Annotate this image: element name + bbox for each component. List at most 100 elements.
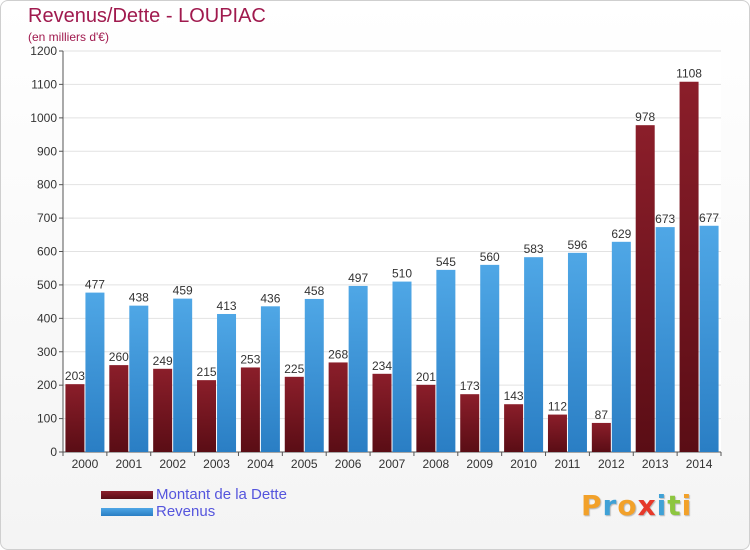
y-tick-label: 600 — [37, 245, 57, 259]
legend-swatch-revenus — [101, 508, 153, 516]
x-tick-label: 2001 — [115, 457, 142, 471]
chart-title: Revenus/Dette - LOUPIAC — [28, 5, 266, 27]
y-tick-label: 700 — [37, 211, 57, 225]
legend-label-revenus: Revenus — [156, 503, 216, 520]
data-label-revenus: 673 — [655, 212, 675, 226]
logo-letter: i — [656, 489, 668, 522]
data-label-dette: 978 — [635, 110, 655, 124]
data-label-dette: 225 — [284, 362, 304, 376]
bar-revenus — [173, 298, 193, 452]
bar-dette — [504, 404, 524, 452]
data-label-revenus: 438 — [129, 291, 149, 305]
bar-revenus — [524, 257, 544, 452]
y-tick-label: 1000 — [30, 111, 57, 125]
y-tick-label: 200 — [37, 378, 57, 392]
bar-revenus — [655, 227, 675, 452]
bar-dette — [460, 394, 480, 452]
bar-revenus — [611, 241, 631, 452]
y-tick-label: 800 — [37, 178, 57, 192]
data-label-dette: 234 — [372, 359, 392, 373]
bar-revenus — [392, 281, 412, 452]
logo-letter: i — [681, 489, 693, 522]
bar-revenus — [217, 313, 237, 452]
data-label-revenus: 497 — [348, 271, 368, 285]
logo-letter: x — [637, 489, 657, 522]
data-label-revenus: 596 — [567, 238, 587, 252]
bar-revenus — [129, 305, 149, 452]
data-label-revenus: 583 — [524, 242, 544, 256]
data-label-revenus: 560 — [480, 250, 500, 264]
data-label-dette: 215 — [197, 365, 217, 379]
data-label-dette: 201 — [416, 370, 436, 384]
x-tick-label: 2013 — [642, 457, 669, 471]
data-label-dette: 1108 — [676, 67, 702, 81]
x-tick-label: 2014 — [686, 457, 713, 471]
data-label-revenus: 413 — [217, 299, 237, 313]
bar-dette — [240, 367, 260, 452]
x-tick-label: 2003 — [203, 457, 230, 471]
data-label-dette: 87 — [595, 408, 609, 422]
bar-revenus — [260, 306, 280, 452]
bar-revenus — [436, 269, 456, 452]
logo-letter: r — [602, 489, 618, 522]
bar-dette — [109, 365, 129, 452]
y-tick-label: 300 — [37, 345, 57, 359]
x-tick-label: 2007 — [379, 457, 406, 471]
data-label-revenus: 477 — [85, 278, 105, 292]
x-tick-label: 2011 — [555, 457, 581, 471]
legend-label-dette: Montant de la Dette — [156, 486, 287, 503]
bar-dette — [197, 380, 217, 452]
logo-letter: t — [667, 489, 682, 522]
data-label-dette: 173 — [460, 379, 480, 393]
y-tick-label: 1200 — [30, 44, 57, 58]
data-label-dette: 253 — [240, 352, 260, 366]
x-tick-label: 2002 — [159, 457, 186, 471]
x-tick-label: 2006 — [335, 457, 362, 471]
y-tick-label: 0 — [50, 445, 57, 459]
x-tick-label: 2008 — [423, 457, 450, 471]
bar-revenus — [85, 292, 105, 452]
x-tick-label: 2004 — [247, 457, 274, 471]
data-label-revenus: 510 — [392, 267, 412, 281]
bar-revenus — [567, 252, 587, 452]
bar-dette — [635, 125, 655, 452]
bar-dette — [372, 373, 392, 452]
data-label-dette: 268 — [328, 347, 348, 361]
chart-subtitle: (en milliers d'€) — [28, 30, 109, 44]
data-label-revenus: 436 — [260, 291, 280, 305]
y-tick-label: 500 — [37, 278, 57, 292]
y-tick-label: 100 — [37, 412, 57, 426]
data-label-dette: 143 — [504, 389, 524, 403]
data-label-revenus: 458 — [304, 284, 324, 298]
legend-swatch-dette — [101, 491, 153, 499]
bar-dette — [328, 362, 348, 452]
y-tick-label: 900 — [37, 144, 57, 158]
logo-letter: o — [617, 489, 638, 522]
data-label-revenus: 629 — [611, 227, 631, 241]
data-label-dette: 112 — [548, 400, 567, 414]
x-tick-label: 2010 — [510, 457, 537, 471]
data-label-revenus: 545 — [436, 255, 456, 269]
logo-letter: P — [581, 489, 603, 522]
data-label-dette: 249 — [153, 354, 173, 368]
data-label-dette: 203 — [65, 369, 85, 383]
x-tick-label: 2005 — [291, 457, 318, 471]
proxiti-logo: Proxiti — [581, 489, 692, 522]
data-label-dette: 260 — [109, 350, 129, 364]
x-tick-label: 2000 — [72, 457, 99, 471]
bar-revenus — [348, 285, 368, 452]
bar-revenus — [304, 298, 324, 452]
bar-revenus — [699, 225, 719, 452]
bar-revenus — [480, 264, 500, 452]
bar-dette — [284, 376, 304, 452]
y-tick-label: 400 — [37, 311, 57, 325]
bar-dette — [65, 384, 85, 452]
data-label-revenus: 677 — [699, 211, 719, 225]
bar-dette — [679, 81, 699, 452]
bar-dette — [591, 422, 611, 452]
y-tick-label: 1100 — [31, 77, 57, 91]
bar-dette — [416, 384, 436, 452]
bar-dette — [153, 368, 173, 452]
